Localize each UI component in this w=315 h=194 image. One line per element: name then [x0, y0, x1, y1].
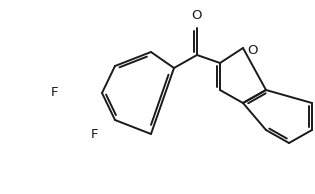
Text: O: O — [192, 9, 202, 22]
Text: F: F — [90, 128, 98, 141]
Text: F: F — [50, 87, 58, 100]
Text: Br: Br — [314, 148, 315, 161]
Text: O: O — [247, 44, 257, 57]
